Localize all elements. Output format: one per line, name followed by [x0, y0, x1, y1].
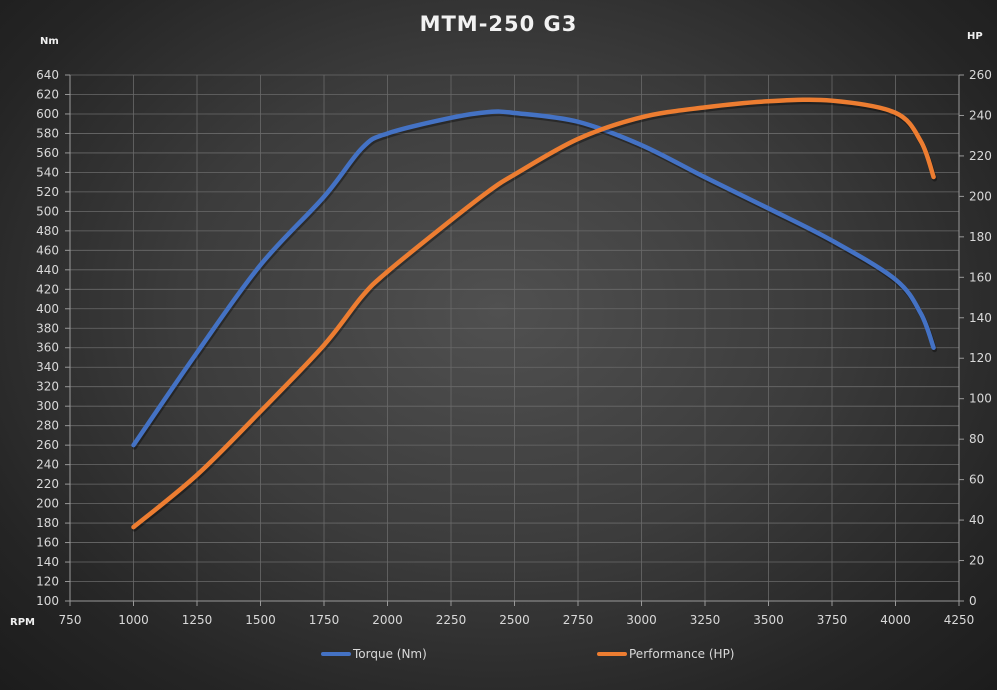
x-axis-label: RPM [10, 617, 35, 628]
y-axis-label: Nm [40, 36, 59, 47]
tick-label-y: 160 [36, 536, 59, 550]
tick-label-x: 4250 [944, 613, 975, 627]
tick-label-y: 620 [36, 87, 59, 101]
tick-label-y: 340 [36, 360, 59, 374]
tick-label-x: 1500 [245, 613, 276, 627]
tick-label-y: 460 [36, 243, 59, 257]
tick-label-y2: 60 [969, 473, 984, 487]
tick-label-y: 400 [36, 302, 59, 316]
tick-label-y: 120 [36, 575, 59, 589]
series-line-torque [131, 109, 936, 448]
tick-label-y2: 180 [969, 230, 992, 244]
tick-label-x: 3500 [753, 613, 784, 627]
tick-label-y: 180 [36, 516, 59, 530]
tick-label-y: 220 [36, 477, 59, 491]
tick-label-y2: 200 [969, 189, 992, 203]
tick-label-y2: 20 [969, 554, 984, 568]
tick-label-y: 320 [36, 380, 59, 394]
tick-label-x: 1250 [182, 613, 213, 627]
tick-label-y: 540 [36, 165, 59, 179]
tick-label-x: 1000 [118, 613, 149, 627]
tick-label-y2: 80 [969, 432, 984, 446]
tick-label-y: 380 [36, 321, 59, 335]
tick-label-y: 500 [36, 204, 59, 218]
tick-label-y2: 120 [969, 351, 992, 365]
tick-label-y: 640 [36, 68, 59, 82]
tick-label-y: 440 [36, 263, 59, 277]
tick-label-y2: 220 [969, 149, 992, 163]
tick-label-x: 3250 [690, 613, 721, 627]
legend-swatch-performance [597, 652, 627, 656]
tick-label-y: 300 [36, 399, 59, 413]
tick-label-y2: 260 [969, 68, 992, 82]
tick-label-x: 2000 [372, 613, 403, 627]
legend-swatch-torque [321, 652, 351, 656]
tick-label-y2: 240 [969, 108, 992, 122]
tick-label-y2: 40 [969, 513, 984, 527]
tick-label-y: 580 [36, 126, 59, 140]
tick-label-y2: 100 [969, 392, 992, 406]
tick-label-x: 750 [59, 613, 82, 627]
tick-label-y: 100 [36, 594, 59, 608]
tick-label-x: 3000 [626, 613, 657, 627]
tick-label-x: 2250 [436, 613, 467, 627]
series-line-performance [131, 97, 936, 530]
tick-label-y: 480 [36, 224, 59, 238]
tick-label-y: 280 [36, 419, 59, 433]
tick-label-x: 3750 [817, 613, 848, 627]
tick-label-x: 1750 [309, 613, 340, 627]
tick-label-x: 2500 [499, 613, 530, 627]
tick-label-y2: 140 [969, 311, 992, 325]
tick-label-x: 2750 [563, 613, 594, 627]
y2-axis-label: HP [967, 31, 983, 42]
legend-label-performance: Performance (HP) [629, 647, 735, 661]
tick-label-y: 560 [36, 146, 59, 160]
tick-label-y: 240 [36, 458, 59, 472]
tick-label-y: 600 [36, 107, 59, 121]
tick-label-y2: 160 [969, 270, 992, 284]
legend-label-torque: Torque (Nm) [353, 647, 427, 661]
tick-label-y: 360 [36, 341, 59, 355]
tick-label-y: 420 [36, 282, 59, 296]
tick-label-y2: 0 [969, 594, 977, 608]
tick-label-y: 260 [36, 438, 59, 452]
tick-label-y: 140 [36, 555, 59, 569]
legend-item-performance: Performance (HP) [597, 647, 734, 661]
tick-label-x: 4000 [880, 613, 911, 627]
tick-label-y: 520 [36, 185, 59, 199]
legend-item-torque: Torque (Nm) [321, 647, 427, 661]
series-shadow-1 [132, 99, 938, 532]
tick-label-y: 200 [36, 497, 59, 511]
chart-title: MTM-250 G3 [419, 12, 578, 36]
